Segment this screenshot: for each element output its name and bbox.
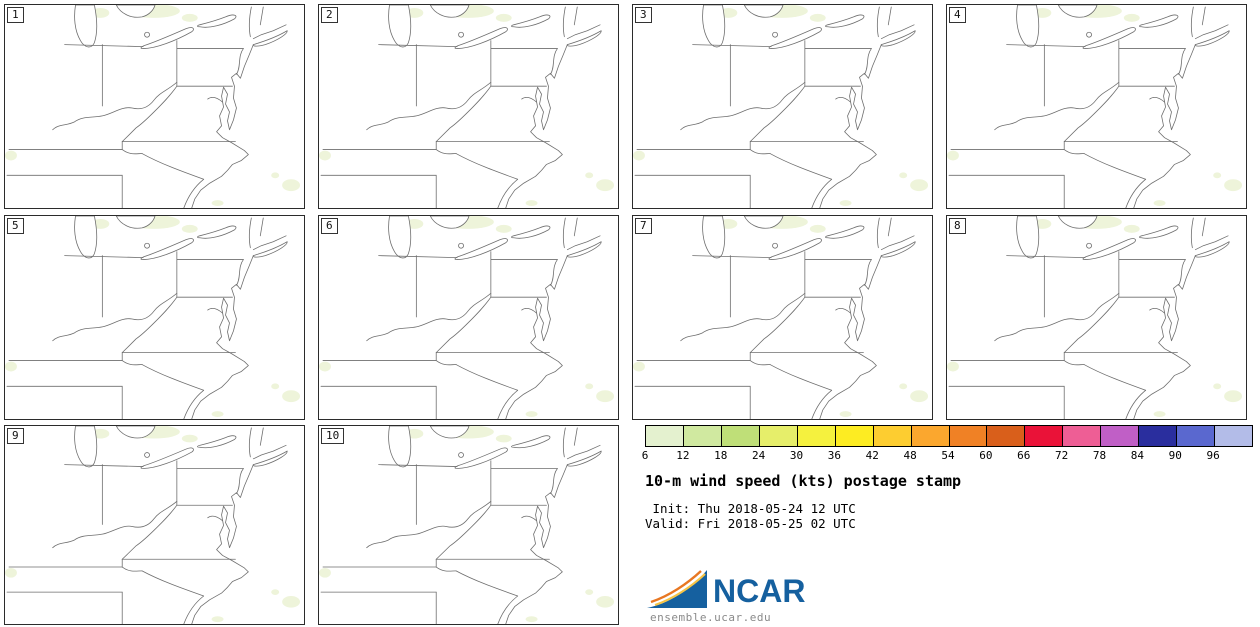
colorbar-segment (1139, 426, 1178, 446)
panel-number: 4 (949, 7, 966, 23)
colorbar-segment (683, 426, 722, 446)
colorbar-segment (1177, 426, 1216, 446)
colorbar-segment (873, 426, 912, 446)
forecast-panel-4: 4 (946, 4, 1247, 209)
site-link[interactable]: ensemble.ucar.edu (650, 611, 772, 624)
forecast-panel-7: 7 (632, 215, 933, 420)
panel-number: 3 (635, 7, 652, 23)
colorbar-tick: 60 (979, 449, 993, 462)
colorbar-tick: 18 (714, 449, 728, 462)
ncar-logo-text: NCAR (713, 573, 805, 609)
colorbar-tick: 78 (1092, 449, 1107, 462)
colorbar-segment (949, 426, 988, 446)
colorbar-segment (721, 426, 760, 446)
colorbar-tick: 12 (676, 449, 690, 462)
colorbar (645, 425, 1253, 447)
colorbar-tick: 48 (903, 449, 917, 462)
colorbar-segment (646, 426, 684, 446)
forecast-panel-1: 1 (4, 4, 305, 209)
wind-map-image (947, 5, 1243, 208)
ncar-logo-arc-yellow (654, 573, 706, 607)
panel-number: 9 (7, 428, 24, 444)
colorbar-tick: 54 (941, 449, 955, 462)
colorbar-tick: 36 (827, 449, 841, 462)
colorbar-tick: 66 (1017, 449, 1031, 462)
colorbar-segment (797, 426, 836, 446)
panel-number: 8 (949, 218, 966, 234)
valid-time: Valid: Fri 2018-05-25 02 UTC (645, 516, 856, 531)
colorbar-segment (1025, 426, 1064, 446)
colorbar-segment (835, 426, 874, 446)
colorbar-segment (911, 426, 950, 446)
panel-number: 5 (7, 218, 24, 234)
wind-map-image (5, 216, 301, 419)
wind-map-image (947, 216, 1243, 419)
wind-map-image (5, 5, 301, 208)
colorbar-tick: 6 (641, 449, 649, 462)
colorbar-tick: 90 (1168, 449, 1182, 462)
wind-map-image (5, 426, 301, 624)
colorbar-tick: 42 (865, 449, 879, 462)
forecast-panel-6: 6 (318, 215, 619, 420)
colorbar-segment (1215, 426, 1252, 446)
colorbar-tick: 30 (789, 449, 804, 462)
ncar-logo-arc-orange (650, 570, 702, 604)
forecast-panel-5: 5 (4, 215, 305, 420)
wind-map-image (633, 216, 929, 419)
forecast-panel-10: 10 (318, 425, 619, 625)
forecast-panel-2: 2 (318, 4, 619, 209)
init-time: Init: Thu 2018-05-24 12 UTC (645, 501, 856, 516)
panel-number: 6 (321, 218, 338, 234)
panel-number: 1 (7, 7, 24, 23)
colorbar-tick: 24 (752, 449, 766, 462)
panel-number: 10 (321, 428, 345, 444)
ncar-logo-sail (647, 570, 707, 608)
colorbar-segment (1101, 426, 1140, 446)
colorbar-segment (987, 426, 1026, 446)
ncar-logo: NCAR (645, 566, 805, 616)
colorbar-segment (1063, 426, 1102, 446)
chart-title: 10-m wind speed (kts) postage stamp (645, 472, 962, 490)
forecast-panel-8: 8 (946, 215, 1247, 420)
wind-map-image (633, 5, 929, 208)
colorbar-ticks: 6 12 18 24 30 36 42 48 54 60 66 72 78 84 90 96 (641, 449, 1260, 463)
panel-number: 7 (635, 218, 652, 234)
colorbar-tick: 84 (1130, 449, 1144, 462)
forecast-panel-9: 9 (4, 425, 305, 625)
colorbar-segment (759, 426, 798, 446)
wind-map-image (319, 426, 615, 624)
panel-number: 2 (321, 7, 338, 23)
colorbar-tick: 72 (1055, 449, 1069, 462)
colorbar-tick: 96 (1206, 449, 1220, 462)
forecast-panel-3: 3 (632, 4, 933, 209)
wind-map-image (319, 216, 615, 419)
wind-map-image (319, 5, 615, 208)
